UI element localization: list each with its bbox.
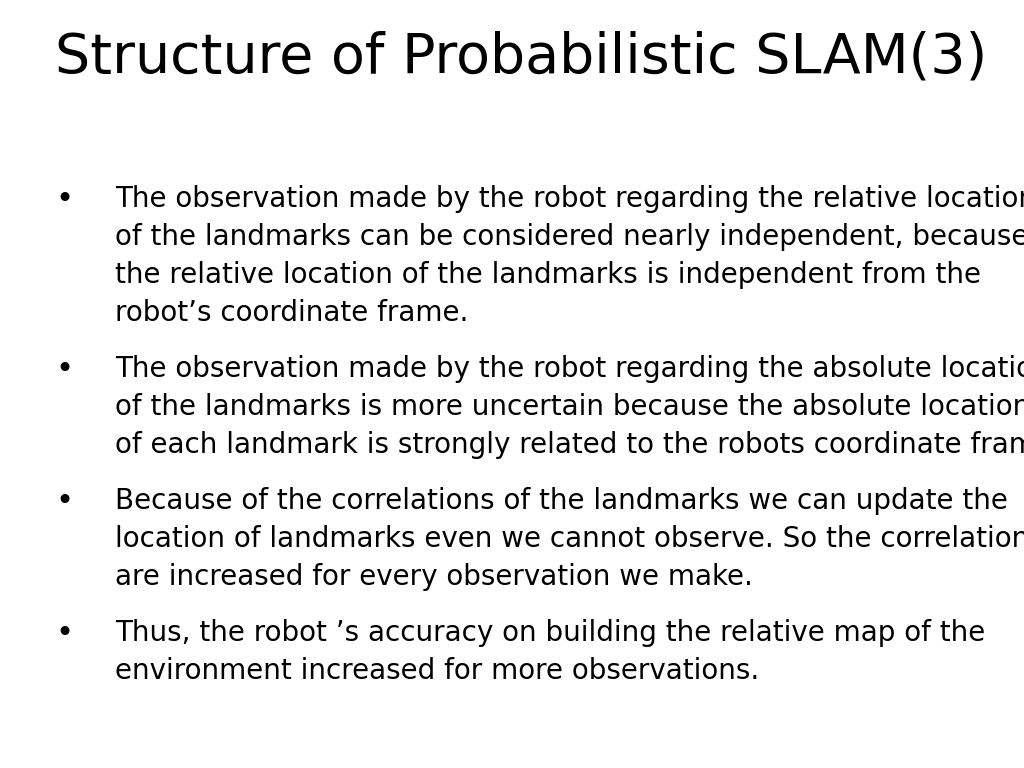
Text: Thus, the robot ’s accuracy on building the relative map of the: Thus, the robot ’s accuracy on building … [115,619,985,647]
Text: The observation made by the robot regarding the absolute location: The observation made by the robot regard… [115,355,1024,383]
Text: Because of the correlations of the landmarks we can update the: Because of the correlations of the landm… [115,487,1008,515]
Text: of the landmarks can be considered nearly independent, because: of the landmarks can be considered nearl… [115,223,1024,251]
Text: of each landmark is strongly related to the robots coordinate frame.: of each landmark is strongly related to … [115,431,1024,459]
Text: •: • [55,487,73,516]
Text: •: • [55,185,73,214]
Text: the relative location of the landmarks is independent from the: the relative location of the landmarks i… [115,261,981,289]
Text: robot’s coordinate frame.: robot’s coordinate frame. [115,299,468,327]
Text: •: • [55,619,73,648]
Text: environment increased for more observations.: environment increased for more observati… [115,657,759,685]
Text: of the landmarks is more uncertain because the absolute location: of the landmarks is more uncertain becau… [115,393,1024,421]
Text: •: • [55,355,73,384]
Text: are increased for every observation we make.: are increased for every observation we m… [115,563,753,591]
Text: location of landmarks even we cannot observe. So the correlations: location of landmarks even we cannot obs… [115,525,1024,553]
Text: Structure of Probabilistic SLAM(3): Structure of Probabilistic SLAM(3) [55,30,987,84]
Text: The observation made by the robot regarding the relative location: The observation made by the robot regard… [115,185,1024,213]
